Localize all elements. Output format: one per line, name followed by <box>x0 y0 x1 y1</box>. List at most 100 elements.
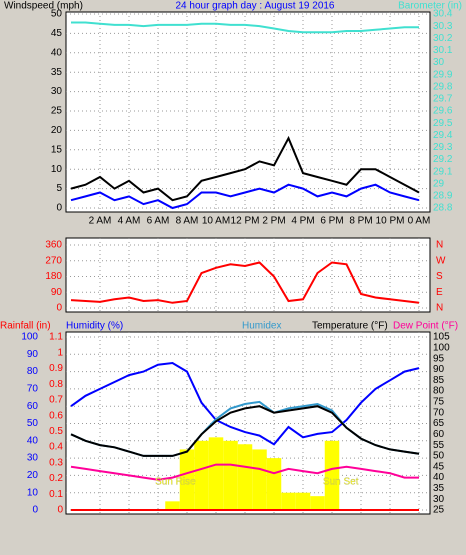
y-tick-label: 20 <box>51 125 63 136</box>
y2-tick-label: 29.4 <box>433 130 453 141</box>
legend-dewpoint: Dew Point (°F) <box>393 321 458 332</box>
y2-tick-label: 28.9 <box>433 191 453 202</box>
legend-rain: Rainfall (in) <box>0 321 51 332</box>
y-tick-label: 10 <box>27 487 39 498</box>
y2-tick-label: N <box>436 240 443 251</box>
y2-tick-label: 105 <box>433 332 450 343</box>
y2-tick-label: 29.3 <box>433 142 453 153</box>
solar-bar <box>237 444 253 510</box>
solar-bar <box>266 458 282 510</box>
y2-tick-label: 85 <box>433 375 445 386</box>
y2-tick-label: 29.9 <box>433 69 453 80</box>
solar-bar <box>324 440 340 510</box>
annotation: Sun Set <box>323 477 359 488</box>
x-tick-label: 2 PM <box>262 216 285 227</box>
y2-tick-label: 29 <box>433 178 445 189</box>
y2-tick-label: 50 <box>433 451 445 462</box>
y-tick-label: 10 <box>51 164 63 175</box>
legend-temperature: Temperature (°F) <box>312 321 388 332</box>
x-tick-label: 10 PM <box>376 216 405 227</box>
y-tick-label: 0 <box>32 505 38 516</box>
x-tick-label: 8 PM <box>349 216 372 227</box>
solar-bar <box>281 492 296 510</box>
y2-tick-label: 30.4 <box>433 9 453 20</box>
y3-tick-label: 0.3 <box>49 457 63 468</box>
x-tick-label: 6 PM <box>320 216 343 227</box>
y3-tick-label: 1.1 <box>49 332 63 343</box>
y3-tick-label: 0 <box>57 505 63 516</box>
y2-tick-label: 30.3 <box>433 21 453 32</box>
y3-tick-label: 0.2 <box>49 473 63 484</box>
y-tick-label: 270 <box>45 255 62 266</box>
y2-tick-label: W <box>436 255 446 266</box>
direction-panel <box>65 237 431 313</box>
x-tick-label: 0 AM <box>408 216 431 227</box>
solar-bar <box>223 440 238 510</box>
solar-bar <box>194 440 209 510</box>
y2-tick-label: 29.6 <box>433 106 453 117</box>
y2-tick-label: 80 <box>433 386 445 397</box>
legend-humidity: Humidity (%) <box>66 321 123 332</box>
y3-tick-label: 0.8 <box>49 379 63 390</box>
annotation: Sun Rise <box>155 477 196 488</box>
series-line <box>71 21 419 34</box>
y-tick-label: 50 <box>27 418 39 429</box>
y2-tick-label: 29.1 <box>433 166 453 177</box>
y3-tick-label: 0.6 <box>49 410 63 421</box>
solar-bar <box>310 496 325 510</box>
y2-tick-label: 29.2 <box>433 154 453 165</box>
y3-tick-label: 0.7 <box>49 395 63 406</box>
y2-tick-label: 45 <box>433 461 445 472</box>
y3-tick-label: 0.4 <box>49 442 63 453</box>
series-line <box>70 405 420 457</box>
chart-title: 24 hour graph day : August 19 2016 <box>175 1 334 12</box>
legend-humidex: Humidex <box>242 321 281 332</box>
y2-tick-label: 55 <box>433 440 445 451</box>
y-axis-label: Windspeed (mph) <box>4 1 83 12</box>
y-tick-label: 90 <box>51 287 63 298</box>
y3-tick-label: 0.5 <box>49 426 63 437</box>
y-tick-label: 90 <box>27 349 39 360</box>
y3-tick-label: 0.1 <box>49 489 63 500</box>
y-tick-label: 0 <box>56 203 62 214</box>
y-tick-label: 20 <box>27 470 39 481</box>
y-tick-label: 5 <box>56 183 62 194</box>
y2-tick-label: 29.8 <box>433 81 453 92</box>
y2-tick-label: 28.8 <box>433 203 453 214</box>
y-tick-label: 80 <box>27 366 39 377</box>
y-tick-label: 15 <box>51 144 63 155</box>
y3-tick-label: 0.9 <box>49 363 63 374</box>
y-tick-label: 0 <box>56 303 62 314</box>
y2-tick-label: 100 <box>433 342 450 353</box>
solar-bar <box>179 449 195 510</box>
y-tick-label: 100 <box>21 332 38 343</box>
solar-bar <box>208 437 224 510</box>
y-tick-label: 50 <box>51 9 63 20</box>
x-tick-label: 4 PM <box>291 216 314 227</box>
y2-tick-label: 29.5 <box>433 118 453 129</box>
y2-tick-label: 30 <box>433 57 445 68</box>
y-tick-label: 40 <box>27 435 39 446</box>
y2-tick-label: 29.7 <box>433 94 453 105</box>
y2-tick-label: 75 <box>433 397 445 408</box>
y2-tick-label: 40 <box>433 472 445 483</box>
series-line <box>70 183 420 210</box>
wind-panel <box>65 11 431 213</box>
y2-tick-label: 65 <box>433 418 445 429</box>
y-tick-label: 60 <box>27 401 39 412</box>
y-tick-label: 180 <box>45 271 62 282</box>
y2-tick-label: 70 <box>433 407 445 418</box>
solar-bar <box>295 492 311 510</box>
y3-tick-label: 1 <box>57 347 63 358</box>
y-tick-label: 45 <box>51 28 63 39</box>
series-line <box>70 361 420 446</box>
x-tick-label: 12 PM <box>231 216 260 227</box>
y2-tick-label: E <box>436 287 443 298</box>
y2-tick-label: N <box>436 303 443 314</box>
series-line <box>70 463 419 481</box>
x-tick-label: 2 AM <box>89 216 112 227</box>
y-tick-label: 35 <box>51 67 63 78</box>
y2-tick-label: 60 <box>433 429 445 440</box>
x-tick-label: 6 AM <box>147 216 170 227</box>
